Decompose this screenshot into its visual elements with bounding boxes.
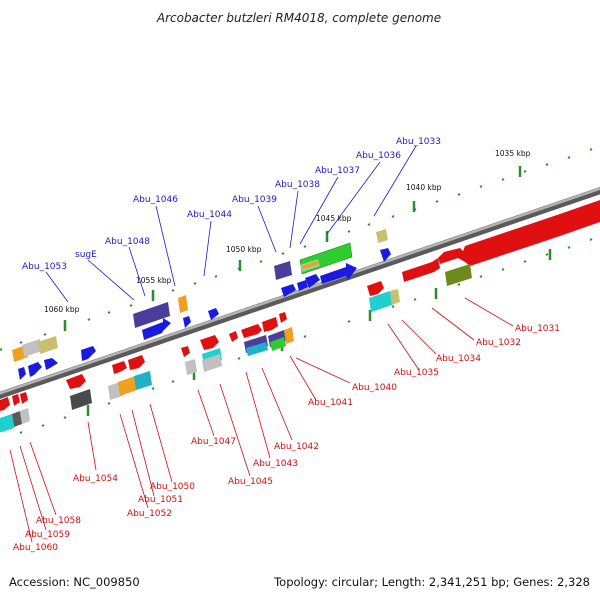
gene-box (133, 302, 170, 328)
lower-gene-labels: Abu_1031 Abu_1032 Abu_1034 Abu_1035 Abu_… (13, 324, 560, 553)
gene-label: Abu_1046 (133, 195, 178, 205)
gene-label: Abu_1059 (25, 530, 70, 540)
lower-leader-lines (9, 297, 514, 543)
gene-box (70, 389, 92, 410)
gene-label: Abu_1034 (436, 354, 481, 364)
gene-arrow (128, 355, 145, 370)
gene-label: Abu_1031 (515, 324, 560, 334)
kbp-label: 1050 kbp (226, 245, 262, 254)
kbp-label: 1040 kbp (406, 183, 442, 192)
gene-label: Abu_1043 (253, 459, 298, 469)
gene-arrow (28, 362, 42, 377)
gene-label: Abu_1058 (36, 516, 81, 526)
gene-arrow (262, 317, 278, 332)
gene-arrow (200, 335, 219, 350)
upper-major-ticks (63, 166, 522, 331)
gene-arrow (279, 312, 287, 323)
gene-box (390, 289, 400, 305)
kbp-label: 1045 kbp (316, 214, 352, 223)
gene-label: Abu_1044 (187, 210, 232, 220)
lower-tick-track (19, 238, 593, 434)
gene-arrow (462, 200, 600, 266)
gene-box (12, 411, 22, 427)
gene-box (274, 261, 292, 280)
gene-label: Abu_1039 (232, 195, 277, 205)
gene-arrow (44, 358, 58, 370)
gene-box (445, 264, 472, 286)
forward-strand-genes (12, 229, 391, 380)
gene-label: Abu_1040 (352, 383, 397, 393)
gene-arrow (305, 274, 320, 288)
reverse-strand-genes (0, 200, 600, 432)
gene-arrow (229, 331, 238, 342)
gene-arrow (81, 346, 96, 361)
gene-box (20, 408, 30, 424)
gene-arrow (438, 248, 466, 264)
gene-arrow (12, 394, 20, 406)
gene-box (270, 337, 286, 351)
gene-box (108, 382, 122, 400)
gene-arrow (66, 374, 86, 389)
gene-arrow (367, 281, 384, 296)
gene-label: Abu_1050 (150, 482, 195, 492)
gene-label: sugE (75, 250, 97, 260)
gene-arrow (18, 367, 26, 380)
gene-label: Abu_1033 (396, 137, 441, 147)
upper-gene-labels: Abu_1033 Abu_1036 Abu_1037 Abu_1038 Abu_… (22, 137, 441, 272)
gene-box (118, 376, 137, 396)
gene-arrow (112, 361, 127, 374)
gene-arrow (0, 397, 10, 411)
gene-label: Abu_1048 (105, 237, 150, 247)
gene-box (22, 339, 42, 357)
accession-text: Accession: NC_009850 (9, 575, 140, 589)
kbp-label: 1055 kbp (136, 276, 172, 285)
kbp-label: 1060 kbp (44, 305, 80, 314)
gene-box (202, 354, 222, 372)
gene-box (246, 342, 268, 356)
map-title: Arcobacter butzleri RM4018, complete gen… (156, 11, 441, 25)
gene-box (178, 295, 188, 313)
gene-label: Abu_1035 (394, 368, 439, 378)
gene-arrow (142, 318, 171, 340)
gene-box (369, 291, 392, 312)
gene-arrow (402, 258, 440, 282)
gene-label: Abu_1045 (228, 477, 273, 487)
gene-arrow (380, 248, 391, 262)
gene-box (284, 327, 294, 344)
gene-arrow (20, 392, 28, 404)
gene-label: Abu_1060 (13, 543, 58, 553)
genome-backbone (0, 187, 600, 399)
gene-box (302, 261, 319, 269)
gene-label: Abu_1051 (138, 495, 183, 505)
gene-arrow (281, 284, 296, 297)
gene-arrow (297, 280, 308, 291)
gene-arrow (181, 346, 190, 357)
gene-arrow (183, 316, 191, 328)
gene-box (0, 414, 14, 432)
gene-label: Abu_1037 (315, 166, 360, 176)
gene-box (376, 229, 388, 243)
gene-label: Abu_1032 (476, 338, 521, 348)
upper-leader-lines (45, 145, 417, 303)
gene-box (38, 336, 58, 354)
gene-label: Abu_1042 (274, 442, 319, 452)
gene-box (185, 359, 197, 375)
gene-arrow (208, 308, 219, 320)
gene-label: Abu_1038 (275, 180, 320, 190)
gene-label: Abu_1052 (127, 509, 172, 519)
genome-info-text: Topology: circular; Length: 2,341,251 bp… (273, 575, 590, 589)
gene-label: Abu_1054 (73, 474, 118, 484)
gene-label: Abu_1036 (356, 151, 401, 161)
gene-label: Abu_1041 (308, 398, 353, 408)
gene-label: Abu_1053 (22, 262, 67, 272)
gene-arrow (241, 324, 262, 338)
kbp-label: 1035 kbp (495, 149, 531, 158)
gene-arrow (320, 263, 357, 284)
gene-box (134, 371, 152, 390)
gene-label: Abu_1047 (191, 437, 236, 447)
